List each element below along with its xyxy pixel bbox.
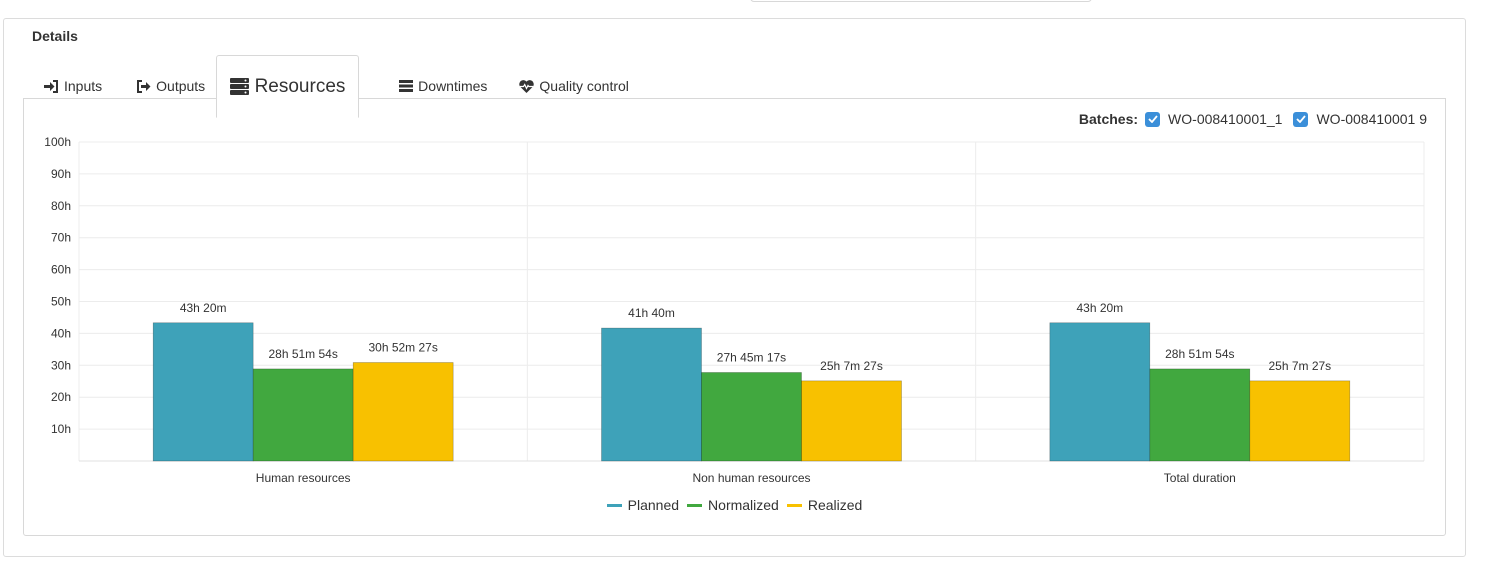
- y-tick-label: 10h: [51, 422, 71, 436]
- data-label: 43h 20m: [180, 301, 227, 315]
- bar-realized-1: [352, 362, 454, 462]
- bar-normalized-1: [252, 368, 354, 462]
- data-label: 28h 51m 54s: [1165, 347, 1234, 361]
- bar-normalized-3: [1149, 368, 1251, 462]
- legend-label: Planned: [627, 497, 680, 513]
- tab-quality-control-label: Quality control: [539, 78, 629, 94]
- tab-inputs[interactable]: Inputs: [28, 55, 118, 117]
- tab-quality-control[interactable]: Quality control: [503, 55, 644, 117]
- y-tick-label: 90h: [51, 167, 71, 181]
- y-tick-label: 60h: [51, 263, 71, 277]
- details-title: Details: [25, 28, 85, 44]
- legend-item-normalized[interactable]: Normalized: [687, 497, 779, 513]
- batch-filter: Batches: WO-008410001_1 WO-008410001 9: [1079, 111, 1427, 127]
- data-label: 25h 7m 27s: [1268, 359, 1331, 373]
- y-tick-label: 40h: [51, 326, 71, 340]
- y-tick-label: 100h: [44, 135, 71, 149]
- data-label: 27h 45m 17s: [717, 350, 786, 364]
- bar-planned-1: [152, 322, 254, 462]
- y-tick-label: 80h: [51, 199, 71, 213]
- batch-checkbox-1[interactable]: [1145, 111, 1161, 127]
- tab-outputs[interactable]: Outputs: [120, 55, 221, 117]
- tab-resources-label: Resources: [254, 75, 346, 97]
- chart-legend: Planned Normalized Realized: [24, 497, 1445, 513]
- details-panel: Details Inputs Outputs Resources Downtim…: [3, 18, 1466, 557]
- bar-planned-3: [1049, 322, 1151, 462]
- tab-bar: Inputs Outputs Resources Downtimes Quali…: [28, 55, 645, 118]
- y-tick-label: 20h: [51, 390, 71, 404]
- resources-bar-chart: 10h 20h 30h 40h 50h 60h 70h 80h 90h 100h 43h 20m 28…: [44, 135, 1425, 485]
- y-tick-label: 70h: [51, 231, 71, 245]
- bar-realized-3: [1249, 380, 1351, 462]
- data-label: 43h 20m: [1076, 301, 1123, 315]
- legend-swatch: [786, 503, 802, 507]
- bar-realized-2: [801, 380, 902, 462]
- data-label: 41h 40m: [628, 306, 675, 320]
- tab-downtimes[interactable]: Downtimes: [383, 55, 503, 117]
- sign-in-icon: [44, 79, 59, 93]
- server-icon: [229, 78, 249, 95]
- data-label: 30h 52m 27s: [368, 341, 437, 355]
- data-label: 25h 7m 27s: [820, 359, 883, 373]
- legend-item-realized[interactable]: Realized: [786, 497, 863, 513]
- top-input[interactable]: [750, 0, 1092, 2]
- check-icon: [1147, 115, 1158, 123]
- batch-checkbox-2[interactable]: [1293, 111, 1309, 127]
- sign-out-icon: [136, 79, 151, 93]
- tab-resources[interactable]: Resources: [216, 55, 359, 118]
- tab-downtimes-label: Downtimes: [418, 78, 488, 94]
- data-label: 28h 51m 54s: [268, 347, 337, 361]
- batches-label: Batches:: [1078, 111, 1139, 127]
- x-tick-label: Human resources: [256, 471, 351, 485]
- y-tick-label: 50h: [51, 295, 71, 309]
- batch-name-2: WO-008410001 9: [1316, 111, 1427, 127]
- check-icon: [1296, 115, 1306, 123]
- legend-label: Normalized: [708, 497, 779, 513]
- list-icon: [399, 80, 414, 92]
- x-tick-label: Total duration: [1164, 471, 1236, 485]
- y-tick-label: 30h: [51, 358, 71, 372]
- heartbeat-icon: [519, 79, 535, 93]
- batch-name-1: WO-008410001_1: [1168, 111, 1283, 127]
- tab-outputs-label: Outputs: [156, 78, 206, 94]
- legend-swatch: [687, 503, 703, 507]
- tab-inputs-label: Inputs: [64, 78, 103, 94]
- x-tick-label: Non human resources: [692, 471, 810, 485]
- legend-swatch: [606, 503, 622, 507]
- bar-planned-2: [601, 327, 702, 462]
- legend-item-planned[interactable]: Planned: [606, 497, 680, 513]
- bar-normalized-2: [701, 372, 802, 462]
- legend-label: Realized: [807, 497, 863, 513]
- resources-panel: Batches: WO-008410001_1 WO-008410001 9 1…: [23, 98, 1446, 536]
